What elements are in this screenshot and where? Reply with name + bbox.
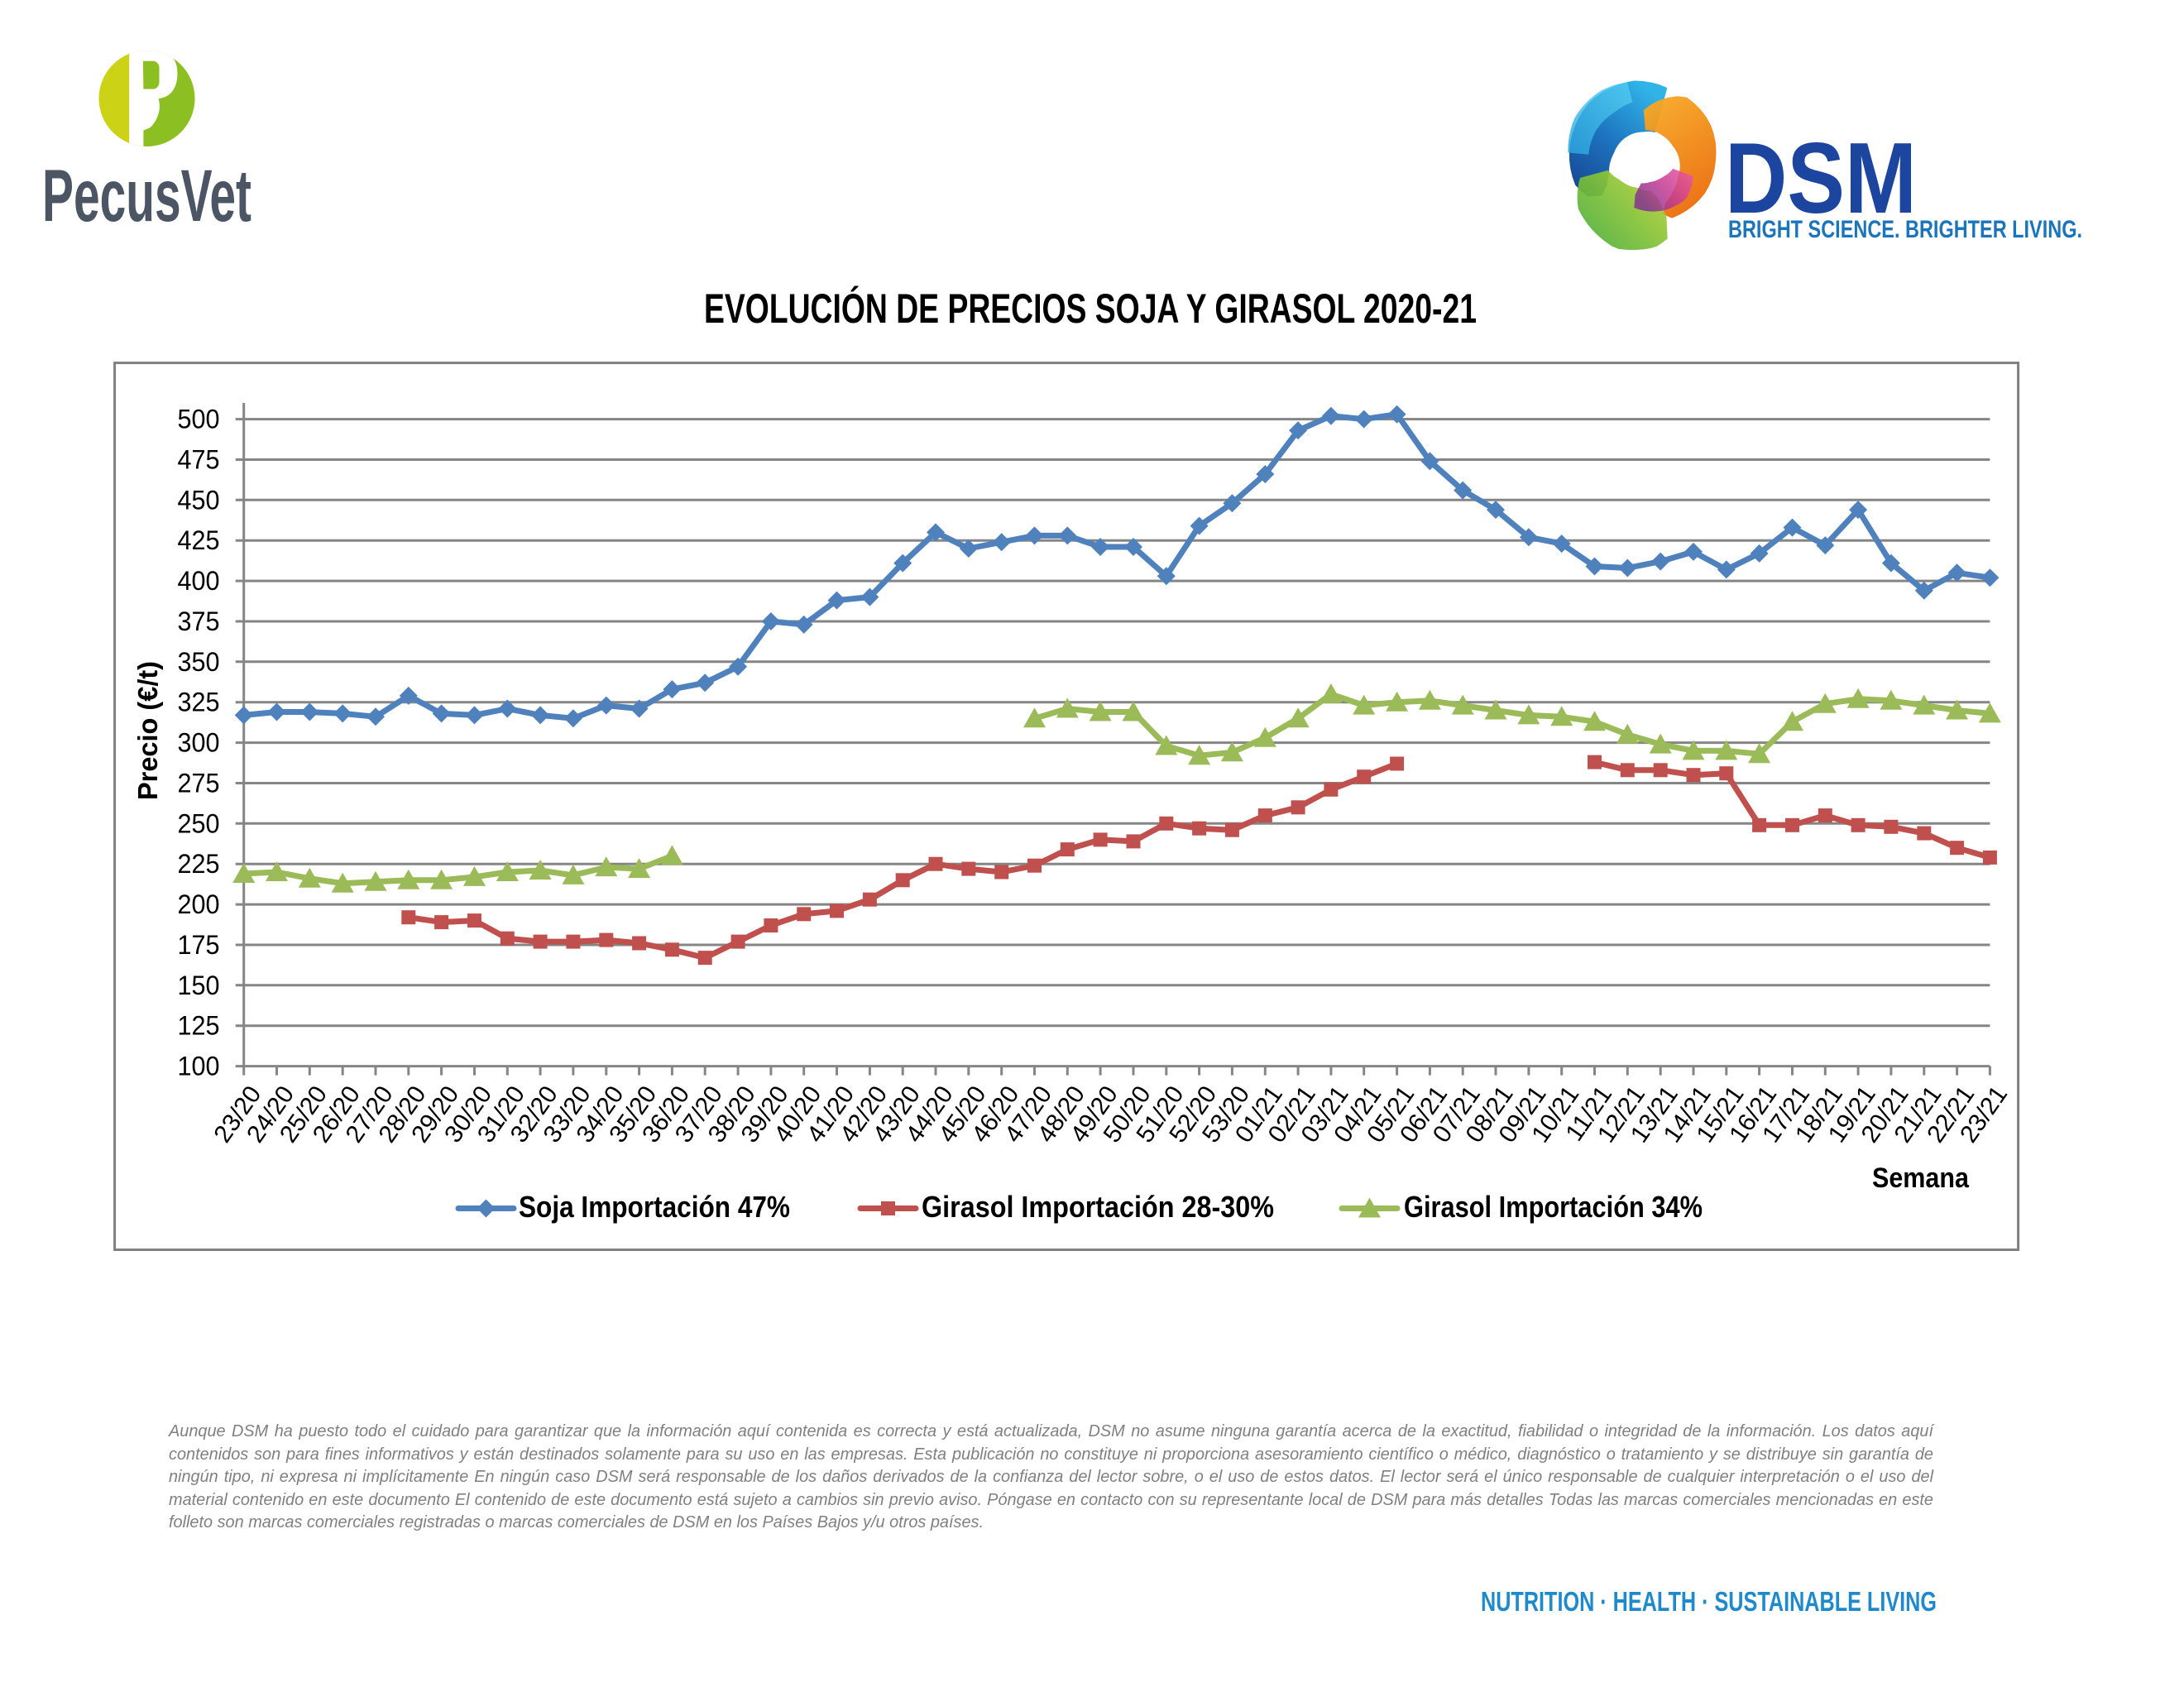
svg-text:375: 375 [178,606,220,636]
svg-text:PecusVet: PecusVet [42,154,251,237]
svg-text:350: 350 [178,647,220,677]
svg-text:EVOLUCIÓN DE PRECIOS SOJA Y GI: EVOLUCIÓN DE PRECIOS SOJA Y GIRASOL 2020… [704,285,1477,332]
svg-text:275: 275 [178,769,220,798]
svg-text:175: 175 [178,930,220,960]
svg-text:250: 250 [178,808,220,838]
svg-text:BRIGHT SCIENCE. BRIGHTER LIVIN: BRIGHT SCIENCE. BRIGHTER LIVING. [1728,216,2082,243]
svg-text:150: 150 [178,971,220,1000]
svg-text:Girasol Importación 28-30%: Girasol Importación 28-30% [922,1190,1274,1224]
svg-text:Precio (€/t): Precio (€/t) [132,661,163,800]
svg-text:400: 400 [178,566,220,596]
svg-text:Semana: Semana [1872,1162,1970,1194]
svg-text:DSM: DSM [1725,122,1917,234]
svg-text:Girasol Importación 34%: Girasol Importación 34% [1404,1190,1703,1224]
svg-text:475: 475 [178,445,220,475]
svg-text:Soja Importación 47%: Soja Importación 47% [519,1190,790,1224]
svg-text:125: 125 [178,1011,220,1041]
svg-text:NUTRITION · HEALTH · SUSTAINAB: NUTRITION · HEALTH · SUSTAINABLE LIVING [1481,1586,1937,1617]
svg-text:100: 100 [178,1052,220,1081]
svg-text:425: 425 [178,525,220,555]
svg-text:225: 225 [178,849,220,879]
svg-text:200: 200 [178,889,220,919]
svg-text:325: 325 [178,688,220,717]
svg-text:300: 300 [178,728,220,758]
svg-text:500: 500 [178,405,220,434]
svg-text:450: 450 [178,485,220,515]
